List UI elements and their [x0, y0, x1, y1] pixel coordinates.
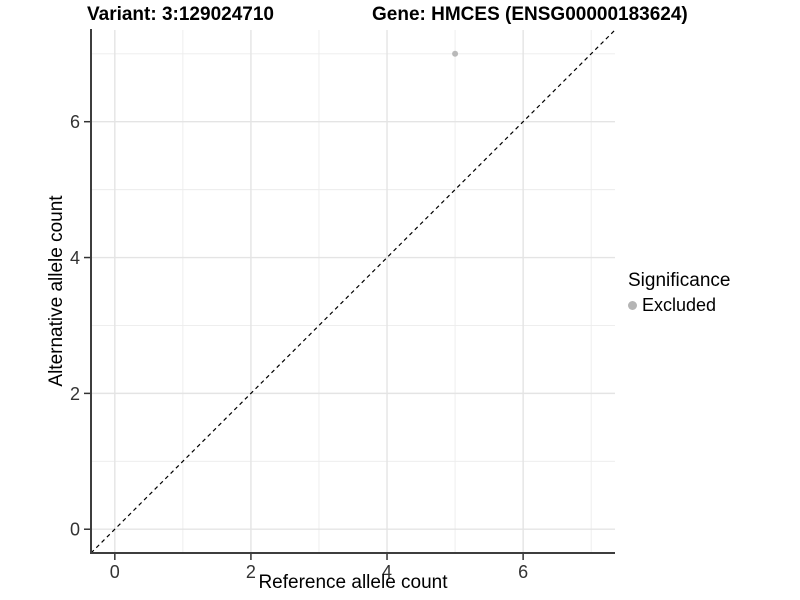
y-tick-label: 2	[70, 384, 80, 404]
y-tick-label: 4	[70, 248, 80, 268]
x-tick-label: 4	[382, 562, 392, 582]
x-tick-label: 2	[246, 562, 256, 582]
y-tick-label: 6	[70, 112, 80, 132]
legend-title: Significance	[628, 270, 731, 291]
y-tick-label: 0	[70, 520, 80, 540]
legend: Significance Excluded	[628, 270, 730, 316]
x-tick-label: 6	[518, 562, 528, 582]
data-point	[452, 50, 459, 57]
plot-title-gene: Gene: HMCES (ENSG00000183624)	[372, 4, 688, 25]
legend-item-label: Excluded	[642, 295, 717, 315]
plot-title-variant: Variant: 3:129024710	[87, 4, 274, 25]
x-tick-label: 0	[110, 562, 120, 582]
identity-reference-line	[90, 29, 616, 554]
x-axis-label: Reference allele count	[258, 572, 448, 593]
excluded-point-icon	[628, 301, 637, 310]
y-axis-label: Alternative allele count	[46, 195, 67, 387]
legend-item-excluded: Excluded	[628, 295, 730, 316]
